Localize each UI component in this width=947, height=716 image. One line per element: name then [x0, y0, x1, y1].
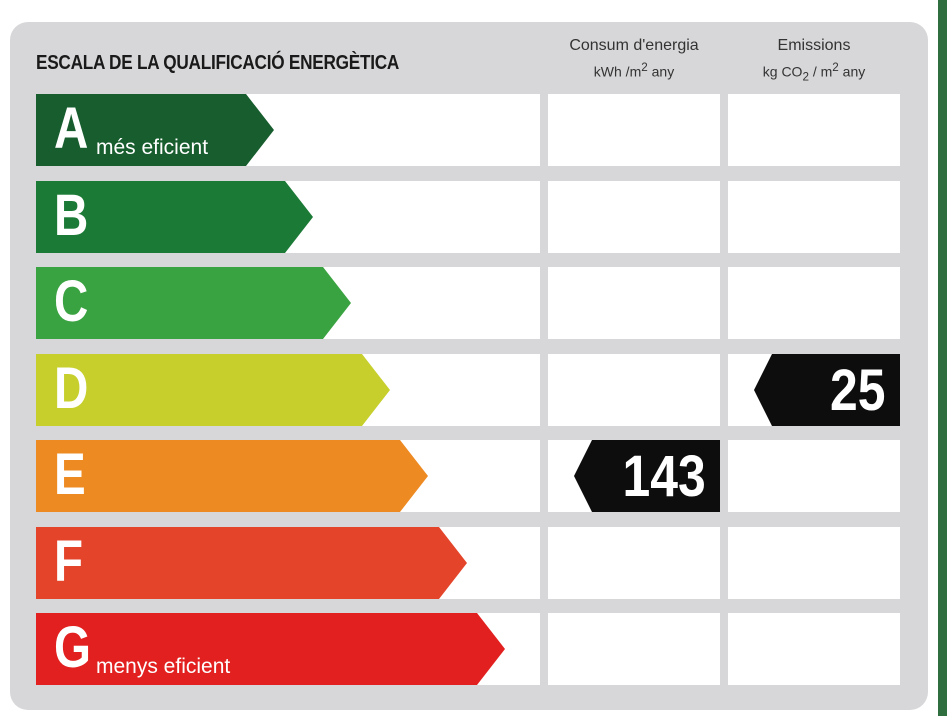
energy-cell-b [548, 181, 720, 253]
energy-cell-f [548, 527, 720, 599]
energy-cell-c [548, 267, 720, 339]
emissions-column-unit: kg CO2 / m2 any [762, 61, 866, 84]
emissions-column-label: Emissions [777, 37, 851, 54]
energy-cell-g [548, 613, 720, 685]
rating-letter-a: A [54, 96, 89, 161]
rating-note-g: menys eficient [96, 655, 231, 678]
rating-arrow-e: E [36, 440, 428, 512]
emissions-cell-e [728, 440, 900, 512]
emissions-cell-f [728, 527, 900, 599]
rating-arrow-b: B [36, 181, 313, 253]
energy-column-label: Consum d'energia [569, 37, 699, 54]
rating-letter-c: C [54, 269, 89, 334]
rating-letter-g: G [54, 615, 92, 680]
energy-consumption-badge-value: 143 [622, 444, 706, 509]
rating-arrow-c: C [36, 267, 351, 339]
emissions-badge: 25 [754, 354, 900, 426]
rating-arrow-d: D [36, 354, 390, 426]
energy-column-unit: kWh /m2 any [593, 61, 675, 80]
rating-letter-d: D [54, 356, 89, 421]
rating-letter-f: F [54, 529, 84, 594]
energy-consumption-badge: 143 [574, 440, 720, 512]
rating-letter-e: E [54, 442, 86, 507]
rating-note-a: més eficient [96, 136, 209, 159]
emissions-badge-value: 25 [830, 358, 886, 423]
emissions-cell-c [728, 267, 900, 339]
energy-cell-a [548, 94, 720, 166]
emissions-cell-g [728, 613, 900, 685]
chart-title: ESCALA DE LA QUALIFICACIÓ ENERGÈTICA [36, 52, 400, 74]
emissions-column-header: Emissions kg CO2 / m2 any [726, 35, 902, 88]
emissions-cell-a [728, 94, 900, 166]
emissions-cell-b [728, 181, 900, 253]
energy-cell-d [548, 354, 720, 426]
rating-letter-b: B [54, 183, 89, 248]
edge-strip [938, 0, 947, 716]
energy-column-header: Consum d'energia kWh /m2 any [546, 35, 722, 83]
rating-arrow-f: F [36, 527, 467, 599]
